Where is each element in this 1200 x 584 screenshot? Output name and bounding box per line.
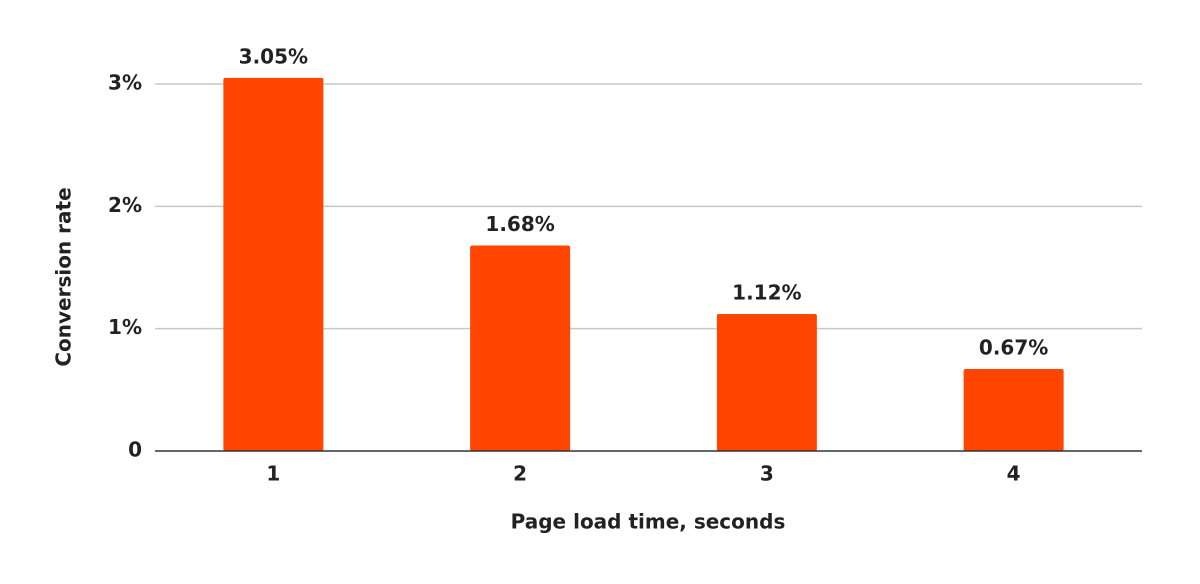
bar [470,245,571,451]
x-tick-label: 4 [1007,462,1021,486]
bar [963,369,1064,451]
y-tick-label: 3% [108,71,142,95]
y-tick-label: 1% [108,315,142,339]
bar [223,77,324,451]
y-tick-label: 0 [128,438,142,462]
value-label: 3.05% [239,44,308,68]
x-tick-label: 1 [266,462,280,486]
x-tick-label: 2 [513,462,527,486]
value-label: 1.68% [485,212,554,236]
y-axis-label: Conversion rate [52,187,76,366]
value-label: 1.12% [732,280,801,304]
x-axis-label: Page load time, seconds [511,510,786,534]
y-tick-label: 2% [108,193,142,217]
bar [716,313,817,451]
x-tick-label: 3 [760,462,774,486]
value-label: 0.67% [979,336,1048,360]
